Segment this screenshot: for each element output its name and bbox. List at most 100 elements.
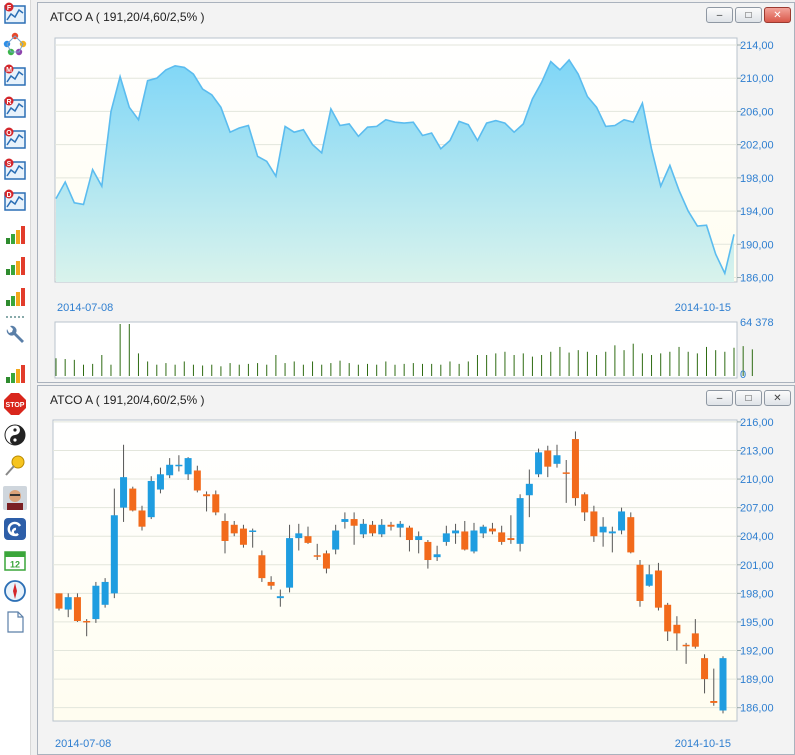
chart-f-icon[interactable]: F [3, 2, 27, 26]
candle-body [654, 570, 662, 608]
candle-body [350, 519, 358, 526]
y-tick-label: 189,00 [740, 674, 774, 686]
candle-body [341, 519, 349, 522]
candlestick-chart-window[interactable]: ATCO A ( 191,20/4,60/2,5% ) – □ ✕ 216,00… [37, 385, 795, 755]
candle-body [322, 553, 330, 569]
close-button[interactable]: ✕ [764, 390, 791, 406]
candle-plot-area [52, 419, 738, 722]
toolbar-badge: S [7, 161, 12, 168]
stop-glyph: STOP [4, 393, 26, 415]
calendar-glyph: 12 [4, 551, 26, 571]
candle-body [396, 523, 404, 528]
network-icon[interactable] [3, 32, 27, 56]
document-glyph [7, 611, 24, 633]
candle-body [682, 644, 690, 647]
candle-body [415, 536, 423, 541]
toolbar-badge: STOP [6, 402, 25, 409]
candle-body [295, 533, 303, 539]
candle-body [571, 439, 579, 499]
candle-body [304, 536, 312, 543]
bar-chart-icon[interactable] [3, 284, 27, 308]
compass-icon[interactable] [3, 579, 27, 603]
candle-body [525, 483, 533, 496]
candle-body [193, 470, 201, 491]
y-tick-label: 210,00 [740, 73, 774, 85]
stop-icon[interactable]: STOP [3, 392, 27, 416]
chart-o-icon[interactable]: O [3, 127, 27, 151]
candle-body [553, 455, 561, 464]
maximize-button[interactable]: □ [735, 7, 762, 23]
compass-glyph [4, 580, 26, 602]
candle-body [258, 555, 266, 579]
window-titlebar[interactable]: ATCO A ( 191,20/4,60/2,5% ) – □ ✕ [38, 3, 794, 29]
candle-body [313, 555, 321, 557]
toolbar-badge: M [6, 67, 12, 74]
chart-s-icon[interactable]: S [3, 158, 27, 182]
wrench-glyph [6, 325, 24, 343]
wrench-icon[interactable] [3, 324, 27, 348]
user-avatar-icon[interactable] [3, 486, 27, 510]
chart-r-icon[interactable]: R [3, 96, 27, 120]
candle-body [618, 511, 626, 531]
y-tick-label: 186,00 [740, 703, 774, 715]
chart-f-glyph: F [4, 2, 26, 24]
swirl-icon[interactable] [3, 517, 27, 541]
candle-body [627, 517, 635, 553]
maximize-button[interactable]: □ [735, 390, 762, 406]
volume-plot-area [54, 321, 738, 379]
price-line [55, 58, 735, 276]
candle-body [562, 472, 570, 474]
candle-body [147, 480, 155, 518]
candle-body [636, 564, 644, 601]
toolbar-separator [6, 316, 24, 318]
y-tick-label: 192,00 [740, 646, 774, 658]
y-tick-label: 198,00 [740, 173, 774, 185]
y-tick-label: 0 [740, 369, 746, 381]
toolbar-badge: D [6, 192, 11, 199]
window-titlebar[interactable]: ATCO A ( 191,20/4,60/2,5% ) – □ ✕ [38, 386, 794, 412]
minimize-button[interactable]: – [706, 390, 733, 406]
y-tick-label: 213,00 [740, 445, 774, 457]
price-area [56, 59, 734, 283]
candle-body [719, 658, 727, 711]
toolbar-badge: R [6, 99, 11, 106]
chart-r-glyph: R [4, 96, 26, 118]
candle-body [64, 597, 72, 610]
y-tick-label: 202,00 [740, 140, 774, 152]
bar-chart-icon[interactable] [3, 361, 27, 385]
area-chart: 214,00 210,00 206,00 202,00 198,00 194,00 190,… [54, 37, 774, 381]
pushpin-icon[interactable] [3, 454, 27, 478]
document-icon[interactable] [3, 610, 27, 634]
close-button[interactable]: ✕ [764, 7, 791, 23]
y-tick-label: 194,00 [740, 206, 774, 218]
calendar-icon[interactable]: 12 [3, 548, 27, 572]
chart-m-icon[interactable]: M [3, 64, 27, 88]
minimize-button[interactable]: – [706, 7, 733, 23]
toolbar-badge: F [7, 5, 12, 12]
candle-body [701, 658, 709, 680]
candle-body [55, 593, 63, 609]
candle-body [184, 458, 192, 475]
candle-body [175, 464, 183, 467]
yin-yang-icon[interactable] [3, 423, 27, 447]
candle-body [516, 498, 524, 544]
candle-body [92, 585, 100, 620]
candle-body [332, 530, 340, 550]
y-tick-label: 204,00 [740, 531, 774, 543]
area-chart-window[interactable]: ATCO A ( 191,20/4,60/2,5% ) – □ ✕ 214,00… [37, 2, 795, 383]
candle-body [166, 464, 174, 476]
bar-chart-glyph [6, 288, 25, 306]
y-tick-label: 201,00 [740, 560, 774, 572]
bar-chart-icon[interactable] [3, 222, 27, 246]
chart-d-icon[interactable]: D [3, 189, 27, 213]
candle-body [267, 581, 275, 586]
candle-body [608, 531, 616, 534]
candle-body [599, 526, 607, 533]
window-title: ATCO A ( 191,20/4,60/2,5% ) [50, 393, 205, 407]
x-end-label: 2014-10-15 [675, 302, 731, 314]
left-toolbar: F M R O S D STOP 12 [0, 0, 31, 755]
bar-chart-icon[interactable] [3, 253, 27, 277]
candle-body [221, 520, 229, 541]
candle-body [156, 474, 164, 490]
y-tick-label: 186,00 [740, 273, 774, 285]
